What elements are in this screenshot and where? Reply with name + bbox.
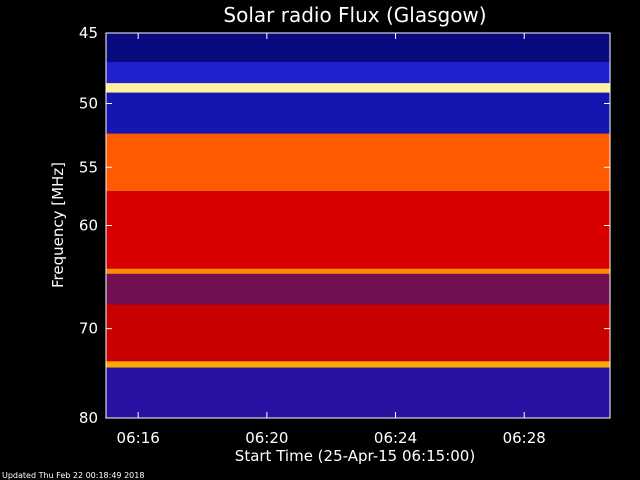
spectrum-band-9 (106, 361, 610, 368)
plot-frame (105, 32, 611, 419)
y-tick-label-70: 70 (79, 320, 98, 338)
x-tick-label-06:24: 06:24 (374, 429, 417, 447)
y-tick-labels: 45 50 55 60 70 80 (79, 24, 98, 427)
spectrum-band-7 (106, 273, 610, 305)
y-tick-label-55: 55 (79, 158, 98, 176)
spectrum-band-10 (106, 367, 610, 418)
spectrum-band-4 (106, 133, 610, 192)
x-tick-label-06:16: 06:16 (117, 429, 160, 447)
spectrum-band-6 (106, 268, 610, 274)
spectrum-band-2 (106, 83, 610, 93)
spectrum-band-8 (106, 304, 610, 362)
y-axis-label: Frequency [MHz] (49, 162, 67, 288)
y-tick-label-45: 45 (79, 24, 98, 42)
y-tick-label-60: 60 (79, 217, 98, 235)
spectrum-band-3 (106, 92, 610, 134)
x-axis-label: Start Time (25-Apr-15 06:15:00) (235, 447, 475, 465)
chart-title: Solar radio Flux (Glasgow) (223, 3, 486, 27)
plot-area (106, 33, 610, 418)
x-tick-label-06:20: 06:20 (245, 429, 288, 447)
y-tick-label-50: 50 (79, 95, 98, 113)
x-tick-label-06:28: 06:28 (503, 429, 546, 447)
spectrum-band-1 (106, 62, 610, 84)
updated-footer: Updated Thu Feb 22 00:18:49 2018 (2, 471, 144, 480)
y-tick-label-80: 80 (79, 409, 98, 427)
spectrum-band-5 (106, 191, 610, 269)
spectrum-band-0 (106, 33, 610, 63)
x-tick-labels: 06:16 06:20 06:24 06:28 (117, 429, 546, 447)
